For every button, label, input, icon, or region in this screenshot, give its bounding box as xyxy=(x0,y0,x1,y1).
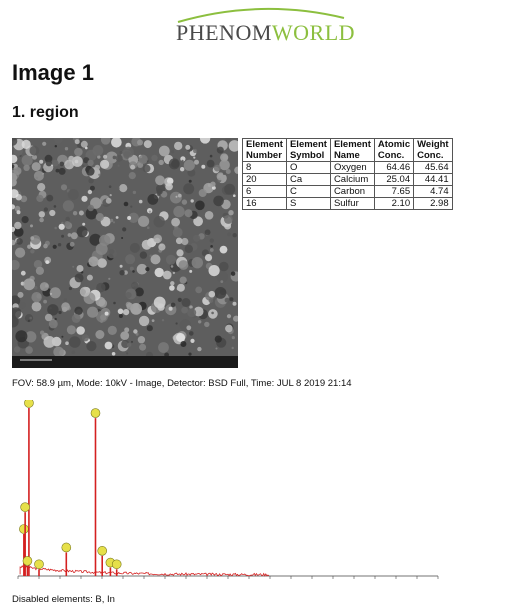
header-element-symbol: Element Symbol xyxy=(285,138,331,162)
logo-text: PHENOMWORLD xyxy=(176,20,355,46)
page-title: Image 1 xyxy=(12,60,94,85)
table-row: 6 C Carbon 7.65 4.74 xyxy=(242,185,453,198)
cell-weight: 45.64 xyxy=(413,161,453,174)
cell-name: Oxygen xyxy=(329,161,375,174)
table-row: 16 S Sulfur 2.10 2.98 xyxy=(242,197,453,210)
spectrum-baseline xyxy=(19,565,270,577)
disabled-elements-note: Disabled elements: B, In xyxy=(12,594,115,605)
table-row: 8 O Oxygen 64.46 45.64 xyxy=(242,161,453,174)
spectrum-peak-marker xyxy=(19,524,29,534)
cell-weight: 44.41 xyxy=(413,173,453,186)
spectrum-peak-marker xyxy=(20,502,30,512)
phenom-world-logo: PHENOMWORLD xyxy=(176,4,355,48)
spectrum-peak-marker xyxy=(111,559,122,570)
spectrum-peak-marker xyxy=(22,556,33,566)
element-concentration-table: Element Number Element Symbol Element Name … xyxy=(242,138,453,210)
cell-number: 16 xyxy=(242,197,287,210)
cell-symbol: S xyxy=(285,197,331,210)
sem-micrograph xyxy=(12,138,238,368)
table-header-row: Element Number Element Symbol Element Name … xyxy=(242,138,453,162)
cell-symbol: Ca xyxy=(285,173,331,186)
cell-symbol: C xyxy=(285,185,331,198)
spectrum-peak-marker xyxy=(34,559,44,570)
cell-weight: 2.98 xyxy=(413,197,453,210)
cell-atomic: 2.10 xyxy=(373,197,415,210)
cell-weight: 4.74 xyxy=(413,185,453,198)
table-row: 20 Ca Calcium 25.04 44.41 xyxy=(242,173,453,186)
logo-text-world: WORLD xyxy=(271,20,356,45)
cell-atomic: 7.65 xyxy=(373,185,415,198)
header-element-number: Element Number xyxy=(242,138,287,162)
sem-texture xyxy=(12,138,238,368)
header-atomic-conc: Atomic Conc. xyxy=(373,138,415,162)
spectrum-peak-marker xyxy=(24,398,34,408)
logo-text-phenom: PHENOM xyxy=(176,20,272,45)
cell-name: Calcium xyxy=(329,173,375,186)
cell-atomic: 64.46 xyxy=(373,161,415,174)
logo-arc-icon xyxy=(177,7,345,23)
spectrum-peak-marker xyxy=(61,542,72,553)
cell-symbol: O xyxy=(285,161,331,174)
fov-caption: FOV: 58.9 µm, Mode: 10kV - Image, Detect… xyxy=(12,378,352,389)
header-weight-conc: Weight Conc. xyxy=(413,138,453,162)
cell-number: 8 xyxy=(242,161,287,174)
header-element-name: Element Name xyxy=(329,138,375,162)
section-title: 1. region xyxy=(12,104,79,121)
cell-number: 6 xyxy=(242,185,287,198)
cell-atomic: 25.04 xyxy=(373,173,415,186)
spectrum-peak-marker xyxy=(97,546,108,556)
spectrum-peak-marker xyxy=(90,408,101,418)
eds-spectrum xyxy=(12,398,460,588)
cell-number: 20 xyxy=(242,173,287,186)
cell-name: Carbon xyxy=(329,185,375,198)
cell-name: Sulfur xyxy=(329,197,375,210)
